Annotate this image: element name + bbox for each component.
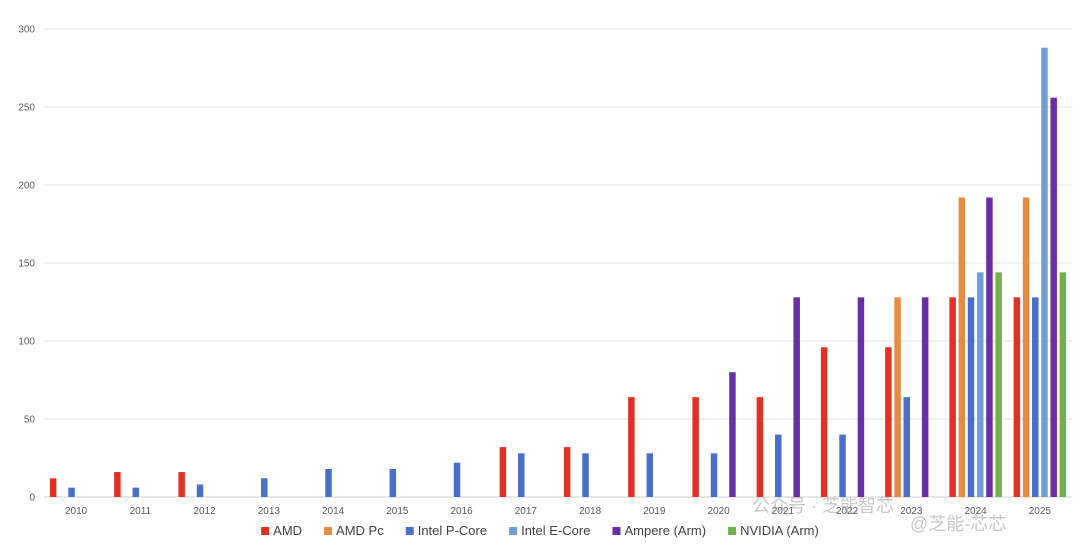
x-tick-label: 2019 bbox=[643, 506, 666, 517]
bar bbox=[453, 462, 461, 497]
bar bbox=[729, 372, 736, 497]
watermark-text-left: 公众号 · 芝能智芯 bbox=[752, 496, 894, 516]
y-tick-label: 150 bbox=[18, 259, 35, 270]
bar bbox=[132, 487, 140, 497]
legend-label: AMD Pc bbox=[336, 523, 384, 538]
legend-item: Intel P-Core bbox=[405, 523, 487, 538]
x-tick-label: 2010 bbox=[65, 506, 88, 517]
x-tick-label: 2022 bbox=[836, 506, 859, 517]
legend-item: AMD Pc bbox=[324, 523, 384, 538]
x-tick-label: 2012 bbox=[194, 506, 217, 517]
x-tick-label: 2025 bbox=[1029, 506, 1052, 517]
legend-item: Ampere (Arm) bbox=[612, 523, 706, 538]
legend: AMD AMD Pc Intel P-Core Intel E-Core Ampere … bbox=[261, 523, 819, 538]
bar bbox=[885, 347, 892, 497]
x-tick-label: 2021 bbox=[772, 506, 795, 517]
watermark-text-right: @芝能-芯芯 bbox=[910, 514, 1006, 534]
bar bbox=[986, 197, 993, 498]
bar bbox=[646, 453, 654, 497]
legend-swatch bbox=[324, 527, 333, 535]
legend-label: Intel P-Core bbox=[418, 523, 487, 538]
legend-label: NVIDIA (Arm) bbox=[740, 523, 819, 538]
legend-label: Intel E-Core bbox=[521, 523, 590, 538]
bar bbox=[518, 453, 525, 497]
x-tick-label: 2013 bbox=[258, 506, 281, 517]
legend-swatch bbox=[405, 527, 414, 535]
bar bbox=[261, 478, 268, 497]
bar bbox=[793, 297, 800, 497]
y-tick-label: 0 bbox=[29, 493, 35, 504]
legend-swatch bbox=[261, 527, 270, 535]
legend-label: Ampere (Arm) bbox=[624, 523, 706, 538]
bar bbox=[1050, 97, 1057, 497]
bar bbox=[178, 472, 185, 497]
x-tick-label: 2015 bbox=[386, 506, 409, 517]
bar bbox=[325, 468, 332, 497]
bar bbox=[958, 197, 966, 498]
bar bbox=[839, 434, 846, 497]
legend-swatch bbox=[612, 527, 621, 535]
bar bbox=[1022, 197, 1030, 498]
bar bbox=[389, 468, 397, 497]
bars bbox=[49, 47, 1067, 498]
bar bbox=[894, 297, 901, 497]
bar bbox=[1013, 297, 1021, 497]
bar bbox=[775, 434, 782, 497]
bar bbox=[967, 297, 975, 497]
legend-label: AMD bbox=[273, 523, 302, 538]
legend-item: AMD bbox=[261, 523, 302, 538]
x-tick-label: 2020 bbox=[708, 506, 731, 517]
bar bbox=[1059, 272, 1067, 497]
legend-item: NVIDIA (Arm) bbox=[728, 523, 819, 538]
y-tick-label: 100 bbox=[18, 337, 35, 348]
bar bbox=[1032, 297, 1039, 497]
bar bbox=[499, 447, 507, 497]
y-tick-label: 250 bbox=[18, 103, 35, 114]
x-tick-label: 2024 bbox=[965, 506, 988, 517]
x-tick-label: 2016 bbox=[451, 506, 474, 517]
x-tick-label: 2018 bbox=[579, 506, 602, 517]
x-tick-label: 2011 bbox=[130, 506, 152, 517]
bar bbox=[582, 453, 589, 497]
legend-item: Intel E-Core bbox=[509, 523, 590, 538]
watermark: 公众号 · 芝能智芯 @芝能-芯芯 bbox=[752, 496, 1006, 534]
legend-swatch bbox=[509, 527, 518, 535]
bar bbox=[692, 397, 699, 497]
bar bbox=[68, 487, 75, 497]
bar bbox=[995, 272, 1002, 497]
bar bbox=[921, 297, 929, 497]
bar bbox=[563, 447, 571, 497]
legend-swatch bbox=[728, 527, 737, 535]
bar bbox=[49, 478, 57, 497]
bar bbox=[820, 347, 828, 497]
axes: 0 50 100 150 200 250 300 2010 2011 2012 2013 2014 20… bbox=[18, 25, 1051, 518]
bar bbox=[903, 397, 911, 497]
bar bbox=[710, 453, 718, 497]
bar bbox=[1041, 47, 1048, 497]
bar bbox=[976, 272, 984, 497]
bar bbox=[114, 472, 121, 497]
bar bbox=[756, 397, 764, 497]
bar bbox=[857, 297, 865, 497]
y-tick-label: 300 bbox=[18, 25, 35, 36]
gridlines bbox=[44, 28, 1072, 498]
bar bbox=[949, 297, 956, 497]
bar bbox=[196, 484, 204, 497]
x-tick-label: 2017 bbox=[515, 506, 538, 517]
bar bbox=[628, 397, 635, 497]
y-tick-label: 200 bbox=[18, 181, 35, 192]
x-tick-label: 2023 bbox=[900, 506, 923, 517]
y-tick-label: 50 bbox=[24, 415, 36, 426]
x-tick-label: 2014 bbox=[322, 506, 345, 517]
